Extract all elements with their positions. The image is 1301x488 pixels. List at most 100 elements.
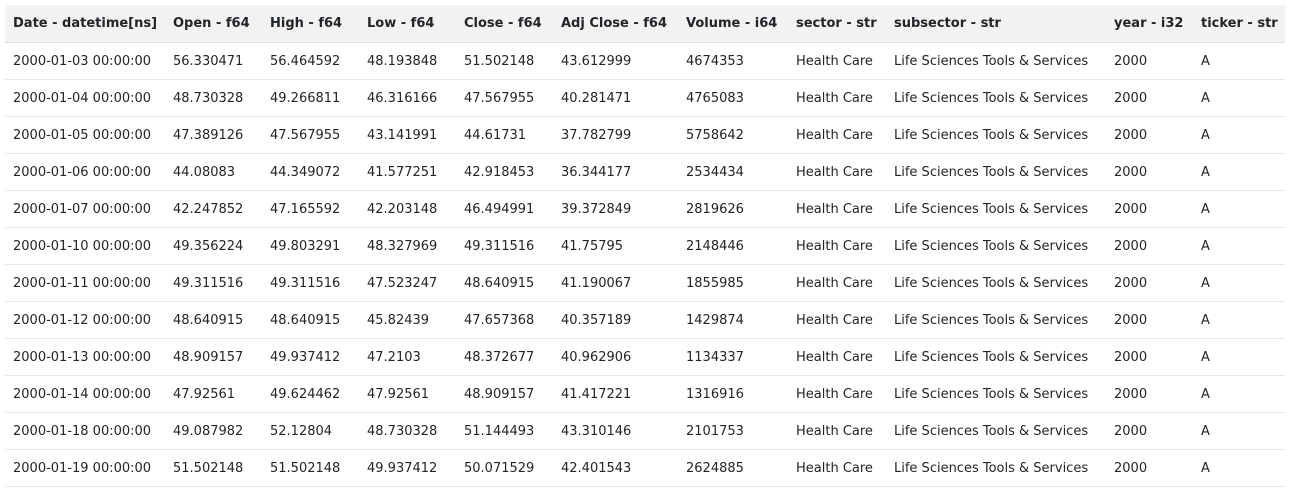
open-cell: 44.08083	[165, 153, 262, 191]
ticker-cell: A	[1193, 42, 1285, 80]
open-cell: 48.730328	[165, 79, 262, 117]
ticker-cell: A	[1193, 79, 1285, 117]
adj-close-cell: 36.344177	[553, 153, 678, 191]
column-header-adj-close: Adj Close - f64	[553, 5, 678, 43]
sector-cell: Health Care	[788, 227, 886, 265]
table-row: 2000-01-12 00:00:00 48.640915 48.640915 45.…	[5, 301, 1285, 339]
high-cell: 56.464592	[262, 42, 359, 80]
ticker-cell: A	[1193, 301, 1285, 339]
date-cell: 2000-01-14 00:00:00	[5, 375, 165, 413]
close-cell: 51.502148	[456, 42, 553, 80]
open-cell: 49.311516	[165, 264, 262, 302]
adj-close-cell: 40.357189	[553, 301, 678, 339]
table-row: 2000-01-14 00:00:00 47.92561 49.624462 47.9…	[5, 375, 1285, 413]
adj-close-cell: 43.310146	[553, 412, 678, 450]
close-cell: 48.640915	[456, 264, 553, 302]
table-row: 2000-01-03 00:00:00 56.330471 56.464592 48.…	[5, 42, 1285, 80]
table-row: 2000-01-05 00:00:00 47.389126 47.567955 43.…	[5, 116, 1285, 154]
low-cell: 47.2103	[359, 338, 456, 376]
sector-cell: Health Care	[788, 301, 886, 339]
adj-close-cell: 43.612999	[553, 42, 678, 80]
close-cell: 44.61731	[456, 116, 553, 154]
table-body: 2000-01-03 00:00:00 56.330471 56.464592 48.…	[5, 42, 1285, 487]
volume-cell: 5758642	[678, 116, 788, 154]
volume-cell: 2819626	[678, 190, 788, 228]
high-cell: 49.624462	[262, 375, 359, 413]
date-cell: 2000-01-11 00:00:00	[5, 264, 165, 302]
adj-close-cell: 41.417221	[553, 375, 678, 413]
table-row: 2000-01-19 00:00:00 51.502148 51.502148 49.…	[5, 449, 1285, 487]
adj-close-cell: 40.281471	[553, 79, 678, 117]
subsector-cell: Life Sciences Tools & Services	[886, 449, 1106, 487]
year-cell: 2000	[1106, 449, 1193, 487]
low-cell: 45.82439	[359, 301, 456, 339]
year-cell: 2000	[1106, 375, 1193, 413]
subsector-cell: Life Sciences Tools & Services	[886, 375, 1106, 413]
high-cell: 49.937412	[262, 338, 359, 376]
adj-close-cell: 40.962906	[553, 338, 678, 376]
subsector-cell: Life Sciences Tools & Services	[886, 190, 1106, 228]
dataframe-container: Date - datetime[ns] Open - f64 High - f6…	[5, 5, 1285, 487]
sector-cell: Health Care	[788, 338, 886, 376]
ticker-cell: A	[1193, 190, 1285, 228]
column-header-low: Low - f64	[359, 5, 456, 43]
ticker-cell: A	[1193, 412, 1285, 450]
close-cell: 51.144493	[456, 412, 553, 450]
subsector-cell: Life Sciences Tools & Services	[886, 153, 1106, 191]
close-cell: 47.657368	[456, 301, 553, 339]
volume-cell: 2534434	[678, 153, 788, 191]
year-cell: 2000	[1106, 264, 1193, 302]
volume-cell: 2148446	[678, 227, 788, 265]
adj-close-cell: 37.782799	[553, 116, 678, 154]
low-cell: 43.141991	[359, 116, 456, 154]
subsector-cell: Life Sciences Tools & Services	[886, 227, 1106, 265]
year-cell: 2000	[1106, 301, 1193, 339]
sector-cell: Health Care	[788, 412, 886, 450]
close-cell: 48.909157	[456, 375, 553, 413]
sector-cell: Health Care	[788, 449, 886, 487]
high-cell: 49.311516	[262, 264, 359, 302]
column-header-open: Open - f64	[165, 5, 262, 43]
high-cell: 49.266811	[262, 79, 359, 117]
high-cell: 44.349072	[262, 153, 359, 191]
date-cell: 2000-01-04 00:00:00	[5, 79, 165, 117]
table-row: 2000-01-10 00:00:00 49.356224 49.803291 48.…	[5, 227, 1285, 265]
date-cell: 2000-01-18 00:00:00	[5, 412, 165, 450]
subsector-cell: Life Sciences Tools & Services	[886, 412, 1106, 450]
column-header-high: High - f64	[262, 5, 359, 43]
open-cell: 51.502148	[165, 449, 262, 487]
sector-cell: Health Care	[788, 42, 886, 80]
volume-cell: 1134337	[678, 338, 788, 376]
sector-cell: Health Care	[788, 79, 886, 117]
open-cell: 48.640915	[165, 301, 262, 339]
year-cell: 2000	[1106, 190, 1193, 228]
table-row: 2000-01-06 00:00:00 44.08083 44.349072 41.5…	[5, 153, 1285, 191]
table-row: 2000-01-18 00:00:00 49.087982 52.12804 48.7…	[5, 412, 1285, 450]
volume-cell: 1316916	[678, 375, 788, 413]
volume-cell: 4765083	[678, 79, 788, 117]
table-row: 2000-01-11 00:00:00 49.311516 49.311516 47.…	[5, 264, 1285, 302]
volume-cell: 2101753	[678, 412, 788, 450]
table-row: 2000-01-04 00:00:00 48.730328 49.266811 46.…	[5, 79, 1285, 117]
sector-cell: Health Care	[788, 153, 886, 191]
adj-close-cell: 41.190067	[553, 264, 678, 302]
high-cell: 47.165592	[262, 190, 359, 228]
close-cell: 42.918453	[456, 153, 553, 191]
low-cell: 46.316166	[359, 79, 456, 117]
volume-cell: 1855985	[678, 264, 788, 302]
adj-close-cell: 42.401543	[553, 449, 678, 487]
close-cell: 49.311516	[456, 227, 553, 265]
adj-close-cell: 39.372849	[553, 190, 678, 228]
date-cell: 2000-01-13 00:00:00	[5, 338, 165, 376]
subsector-cell: Life Sciences Tools & Services	[886, 338, 1106, 376]
open-cell: 49.087982	[165, 412, 262, 450]
high-cell: 48.640915	[262, 301, 359, 339]
low-cell: 41.577251	[359, 153, 456, 191]
year-cell: 2000	[1106, 42, 1193, 80]
ticker-cell: A	[1193, 264, 1285, 302]
high-cell: 47.567955	[262, 116, 359, 154]
date-cell: 2000-01-12 00:00:00	[5, 301, 165, 339]
low-cell: 48.327969	[359, 227, 456, 265]
low-cell: 48.730328	[359, 412, 456, 450]
low-cell: 47.523247	[359, 264, 456, 302]
